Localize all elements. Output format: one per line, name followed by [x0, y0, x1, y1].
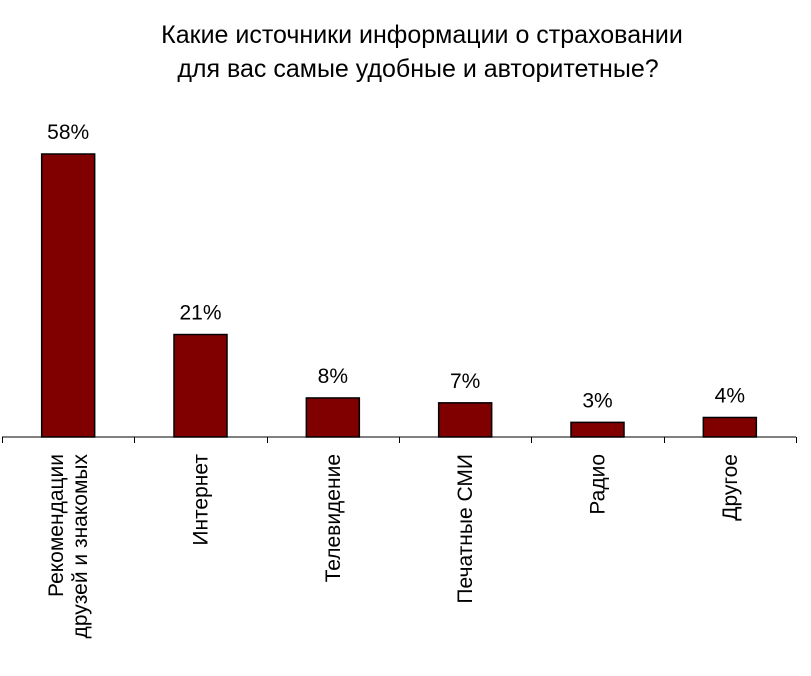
- x-axis: [2, 436, 797, 443]
- data-label: 4%: [715, 384, 745, 407]
- category-label-line: Другое: [719, 454, 742, 521]
- data-label: 8%: [318, 365, 348, 388]
- category-label: Радио: [587, 454, 610, 515]
- value-labels: 58% 21% 8% 7% 3% 4%: [47, 121, 745, 412]
- chart-title-line-2: для вас самые удобные и авторитетные?: [177, 55, 658, 83]
- category-label-line: Интернет: [190, 454, 213, 546]
- chart-title-line-1: Какие источники информации о страховании: [161, 21, 683, 49]
- category-label-line: Радио: [587, 454, 610, 515]
- bar: [173, 333, 228, 438]
- bars: [40, 153, 758, 438]
- data-label: 3%: [582, 389, 612, 412]
- bar: [40, 153, 96, 438]
- chart-title: Какие источники информации о страховании…: [161, 21, 683, 83]
- category-labels: Рекомендации друзей и знакомых Интернет Тел…: [45, 454, 742, 639]
- bar: [437, 402, 493, 438]
- category-label-line: Печатные СМИ: [454, 454, 477, 604]
- bar: [570, 421, 625, 438]
- category-label: Другое: [719, 454, 742, 521]
- category-label-line: друзей и знакомых: [69, 454, 92, 639]
- category-label-line: Рекомендации: [45, 454, 68, 597]
- category-label-line: Телевидение: [322, 454, 345, 582]
- category-label: Интернет: [190, 454, 213, 546]
- bar: [305, 397, 361, 438]
- category-label: Телевидение: [322, 454, 345, 582]
- category-label: Рекомендации друзей и знакомых: [45, 454, 92, 639]
- category-label: Печатные СМИ: [454, 454, 477, 604]
- data-label: 58%: [47, 121, 89, 144]
- data-label: 7%: [450, 370, 480, 393]
- data-label: 21%: [179, 302, 221, 325]
- bar: [702, 416, 758, 438]
